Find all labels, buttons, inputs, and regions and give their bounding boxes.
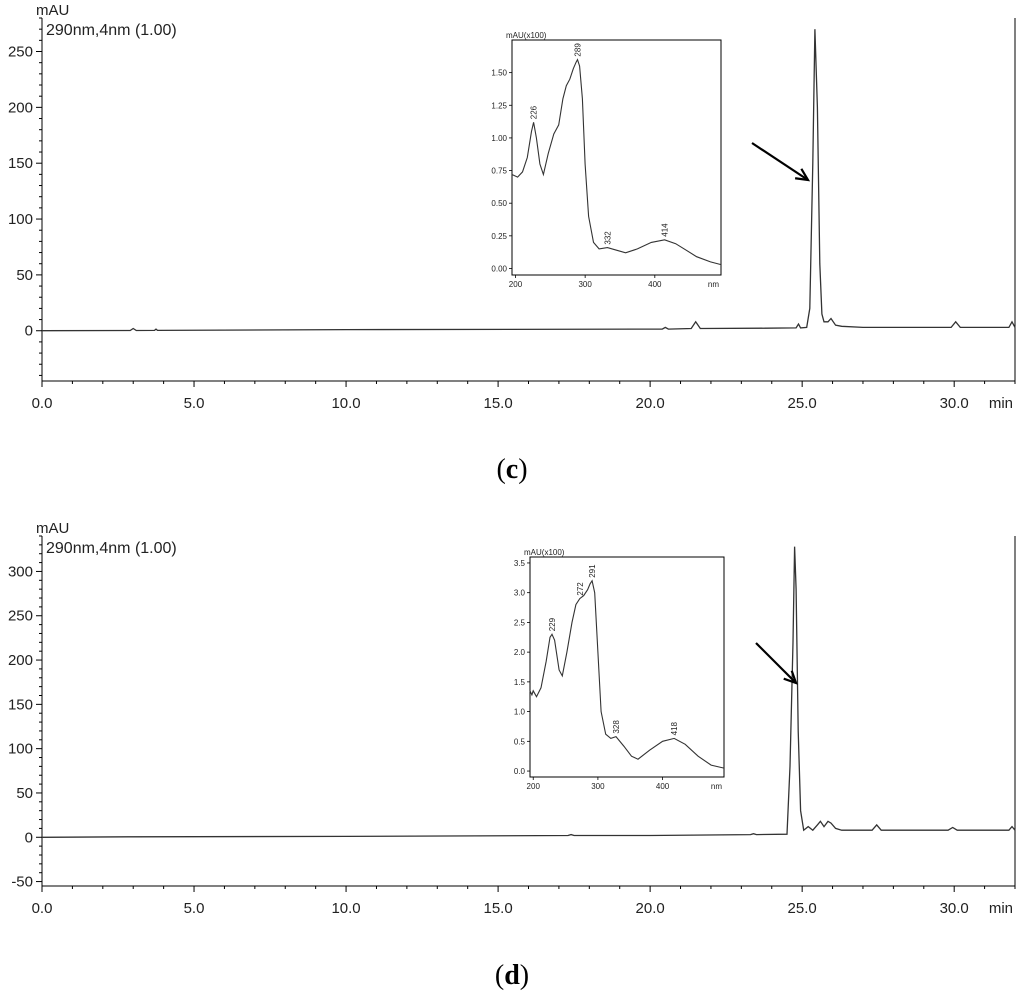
detector-label: 290nm,4nm (1.00) bbox=[46, 540, 177, 557]
inset-y-tick-label: 1.25 bbox=[491, 101, 507, 110]
inset-peak-label: 226 bbox=[530, 105, 539, 119]
inset-peak-label: 272 bbox=[576, 582, 585, 596]
detector-label: 290nm,4nm (1.00) bbox=[46, 22, 177, 39]
y-tick-label: 200 bbox=[8, 99, 33, 116]
y-axis-unit: mAU bbox=[36, 2, 69, 19]
inset-y-tick-label: 2.5 bbox=[514, 618, 526, 627]
x-tick-label: 5.0 bbox=[184, 395, 205, 412]
inset-y-tick-label: 0.25 bbox=[491, 232, 507, 241]
inset-x-unit: nm bbox=[711, 782, 722, 791]
panel-caption: (d) bbox=[495, 960, 529, 991]
y-tick-label: 250 bbox=[8, 44, 33, 61]
inset-peak-label: 289 bbox=[573, 43, 582, 57]
x-tick-label: 25.0 bbox=[788, 395, 817, 412]
inset-y-tick-label: 2.0 bbox=[514, 648, 526, 657]
y-axis-unit: mAU bbox=[36, 520, 69, 537]
inset-y-tick-label: 0.00 bbox=[491, 264, 507, 273]
inset-y-tick-label: 0.0 bbox=[514, 767, 526, 776]
chart-panel-c: 0 50 100 150 200 250 0.0 5.0 10.0 15.0 20.0 25.0 30.… bbox=[8, 2, 1016, 485]
peak-arrow-icon bbox=[755, 642, 797, 684]
inset-y-tick-label: 1.50 bbox=[491, 69, 507, 78]
x-tick-label: 15.0 bbox=[483, 395, 512, 412]
x-tick-label: 10.0 bbox=[331, 900, 360, 917]
x-tick-label: 30.0 bbox=[940, 395, 969, 412]
x-tick-label: 30.0 bbox=[940, 900, 969, 917]
y-tick-label: 150 bbox=[8, 696, 33, 713]
inset-x-tick-label: 400 bbox=[648, 280, 662, 289]
uv-spectrum-inset: 0.0 0.5 1.0 1.5 2.0 2.5 3.0 3.5 200 300 400 mAU(x10… bbox=[514, 548, 725, 791]
inset-peak-label: 418 bbox=[670, 721, 679, 735]
y-tick-label: -50 bbox=[11, 874, 33, 891]
inset-y-tick-label: 0.5 bbox=[514, 737, 526, 746]
inset-y-tick-label: 0.75 bbox=[491, 167, 507, 176]
inset-y-tick-label: 3.5 bbox=[514, 559, 526, 568]
inset-y-tick-label: 1.00 bbox=[491, 134, 507, 143]
x-tick-label: 0.0 bbox=[32, 900, 53, 917]
y-tick-label: 100 bbox=[8, 211, 33, 228]
inset-peak-label: 328 bbox=[612, 720, 621, 734]
x-axis-unit: min bbox=[989, 395, 1013, 412]
uv-spectrum-trace bbox=[511, 58, 722, 266]
x-tick-label: 0.0 bbox=[32, 395, 53, 412]
y-tick-label: 100 bbox=[8, 741, 33, 758]
inset-x-tick-label: 400 bbox=[656, 782, 670, 791]
chromatogram-trace bbox=[41, 29, 1016, 332]
inset-y-tick-label: 1.0 bbox=[514, 708, 526, 717]
x-tick-label: 25.0 bbox=[788, 900, 817, 917]
chart-panel-d: -50 0 50 100 150 200 250 300 0.0 5.0 10.0 15.0 20.0 2… bbox=[8, 520, 1016, 991]
x-axis-unit: min bbox=[989, 900, 1013, 917]
inset-peak-label: 332 bbox=[603, 231, 612, 245]
inset-peak-label: 229 bbox=[548, 617, 557, 631]
inset-y-tick-label: 3.0 bbox=[514, 589, 526, 598]
inset-peak-label: 291 bbox=[588, 564, 597, 578]
inset-x-unit: nm bbox=[708, 280, 719, 289]
y-tick-label: 250 bbox=[8, 608, 33, 625]
inset-x-tick-label: 300 bbox=[578, 280, 592, 289]
chromatogram-trace bbox=[41, 546, 1016, 838]
y-tick-label: 300 bbox=[8, 563, 33, 580]
y-tick-label: 50 bbox=[16, 267, 33, 284]
y-tick-label: 150 bbox=[8, 155, 33, 172]
inset-x-tick-label: 200 bbox=[527, 782, 541, 791]
inset-frame bbox=[511, 39, 722, 276]
y-tick-label: 200 bbox=[8, 652, 33, 669]
peak-arrow-head-icon bbox=[794, 168, 811, 182]
x-tick-label: 15.0 bbox=[483, 900, 512, 917]
x-tick-label: 5.0 bbox=[184, 900, 205, 917]
inset-x-tick-label: 200 bbox=[509, 280, 523, 289]
y-tick-label: 0 bbox=[25, 829, 33, 846]
inset-y-tick-label: 0.50 bbox=[491, 199, 507, 208]
x-tick-label: 20.0 bbox=[636, 900, 665, 917]
inset-x-tick-label: 300 bbox=[591, 782, 605, 791]
panel-caption: (c) bbox=[496, 454, 527, 485]
uv-spectrum-trace bbox=[529, 579, 725, 769]
y-tick-label: 0 bbox=[25, 323, 33, 340]
inset-y-unit: mAU(x100) bbox=[524, 548, 565, 557]
peak-arrow-head-icon bbox=[783, 670, 798, 685]
inset-y-unit: mAU(x100) bbox=[506, 31, 547, 40]
inset-frame bbox=[529, 556, 725, 778]
inset-peak-label: 414 bbox=[661, 223, 670, 237]
y-tick-label: 50 bbox=[16, 785, 33, 802]
peak-arrow-icon bbox=[751, 142, 809, 181]
uv-spectrum-inset: 0.00 0.25 0.50 0.75 1.00 1.25 1.50 200 300 400 mAU… bbox=[491, 31, 722, 289]
x-tick-label: 10.0 bbox=[331, 395, 360, 412]
x-tick-label: 20.0 bbox=[636, 395, 665, 412]
inset-y-tick-label: 1.5 bbox=[514, 678, 526, 687]
